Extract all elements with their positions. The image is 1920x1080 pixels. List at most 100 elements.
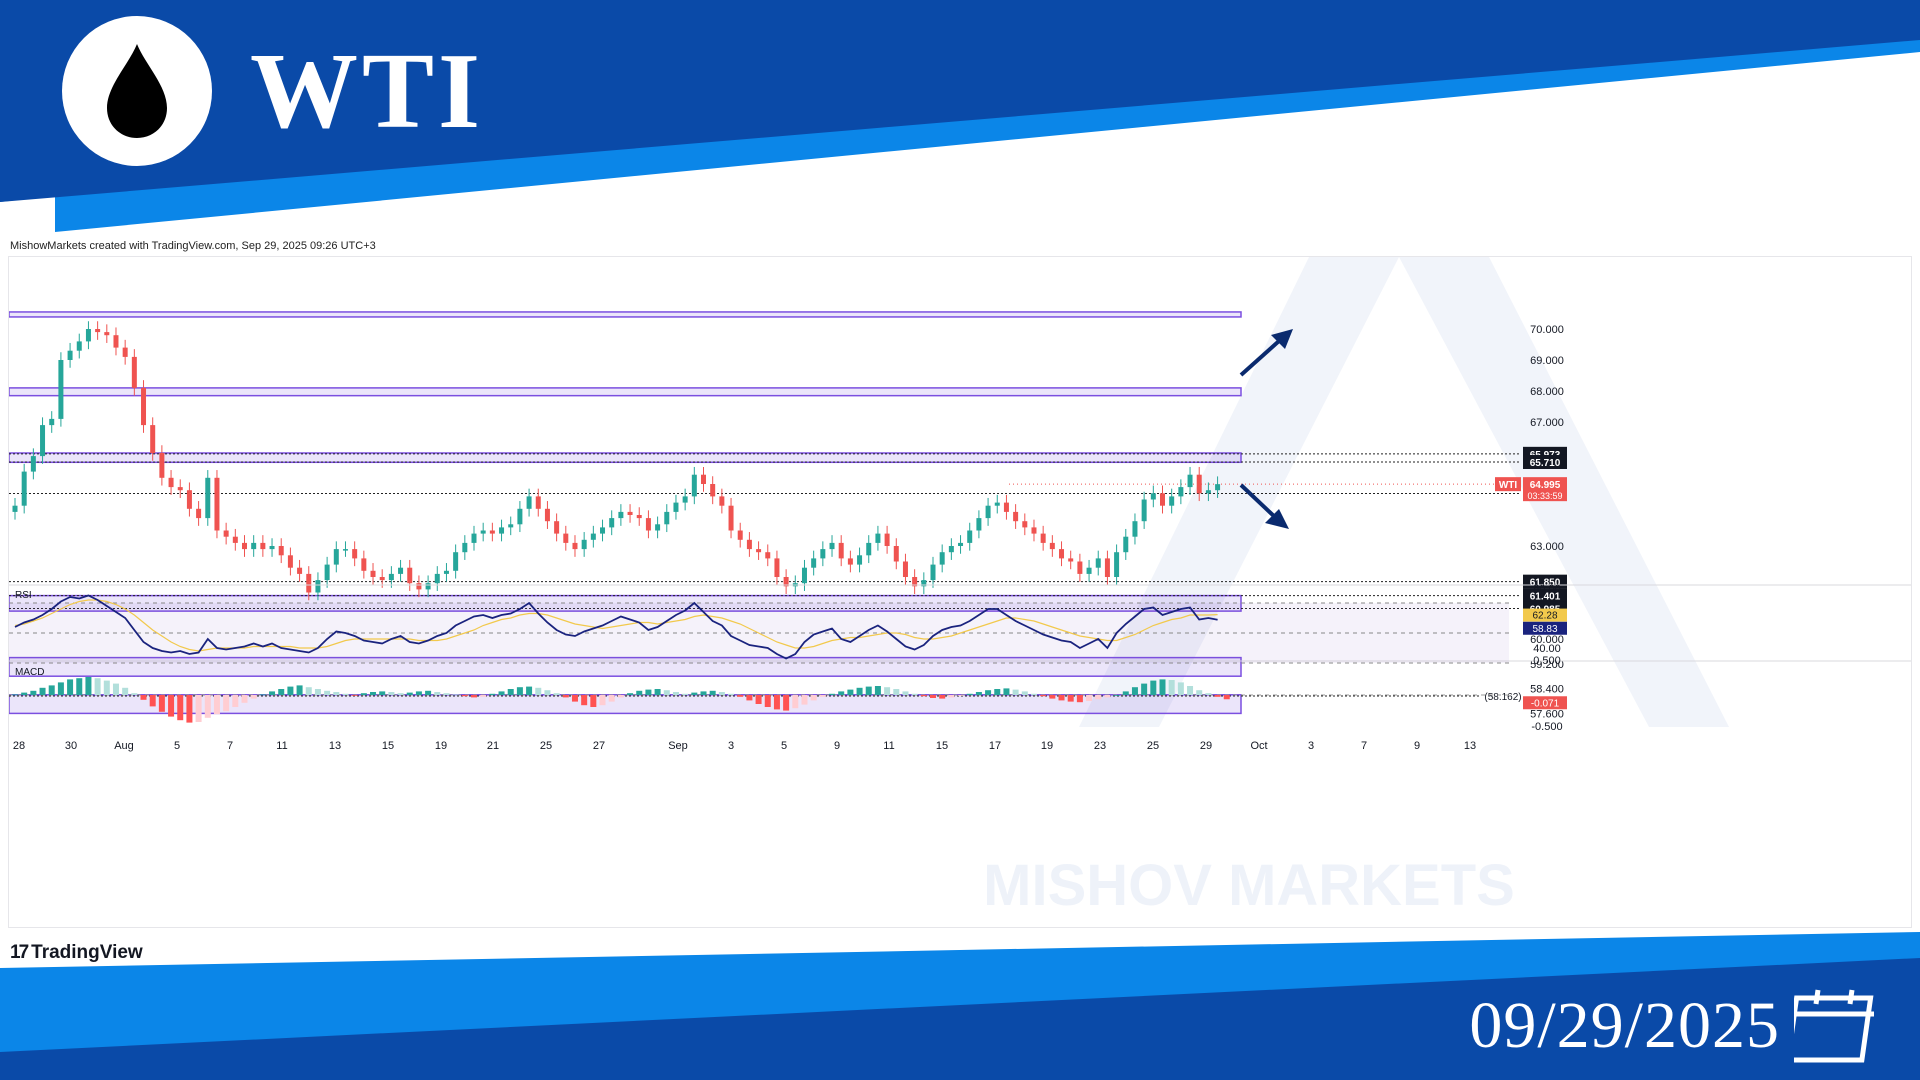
macd-hist-bar[interactable]	[975, 692, 982, 695]
candle-body[interactable]	[1114, 552, 1120, 577]
macd-hist-bar[interactable]	[461, 695, 468, 697]
candle-body[interactable]	[1031, 527, 1037, 534]
macd-hist-bar[interactable]	[608, 695, 615, 702]
macd-hist-bar[interactable]	[571, 695, 578, 702]
macd-hist-bar[interactable]	[48, 685, 55, 695]
macd-hist-bar[interactable]	[177, 695, 184, 721]
macd-hist-bar[interactable]	[838, 691, 845, 695]
macd-hist-bar[interactable]	[314, 689, 321, 695]
candle-body[interactable]	[95, 329, 101, 333]
candle-body[interactable]	[756, 549, 762, 553]
macd-hist-bar[interactable]	[1104, 695, 1111, 698]
candle-body[interactable]	[260, 542, 266, 550]
macd-hist-bar[interactable]	[204, 695, 211, 718]
macd-hist-bar[interactable]	[1205, 693, 1212, 695]
candle-body[interactable]	[462, 542, 468, 553]
macd-hist-bar[interactable]	[746, 695, 753, 701]
candle-body[interactable]	[40, 425, 46, 457]
macd-hist-bar[interactable]	[829, 693, 836, 695]
macd-hist-bar[interactable]	[305, 687, 312, 695]
candle-body[interactable]	[30, 456, 36, 472]
candle-body[interactable]	[655, 524, 661, 531]
candle-body[interactable]	[921, 580, 927, 587]
candle-body[interactable]	[21, 471, 27, 506]
candle-body[interactable]	[122, 347, 128, 357]
rsi-line[interactable]	[14, 594, 1218, 660]
macd-hist-bar[interactable]	[131, 693, 138, 695]
candle-body[interactable]	[443, 570, 449, 574]
candle-body[interactable]	[453, 552, 459, 571]
candle-body[interactable]	[1022, 521, 1028, 528]
candle-body[interactable]	[737, 530, 743, 540]
candle-body[interactable]	[205, 477, 211, 519]
resistance-zone-6[interactable]	[9, 694, 1242, 715]
candle-body[interactable]	[232, 536, 238, 543]
candle-body[interactable]	[746, 539, 752, 550]
candle-body[interactable]	[1068, 558, 1074, 562]
macd-hist-bar[interactable]	[471, 695, 477, 698]
macd-hist-bar[interactable]	[801, 695, 808, 705]
candle-body[interactable]	[636, 515, 642, 519]
candle-body[interactable]	[324, 564, 330, 581]
macd-hist-bar[interactable]	[645, 689, 652, 695]
candle-body[interactable]	[297, 567, 303, 574]
candle-body[interactable]	[590, 533, 596, 540]
macd-hist-bar[interactable]	[985, 690, 992, 695]
macd-hist-bar[interactable]	[76, 678, 83, 695]
macd-hist-bar[interactable]	[691, 692, 698, 695]
candle-body[interactable]	[866, 542, 872, 556]
macd-hist-bar[interactable]	[737, 695, 744, 697]
macd-hist-bar[interactable]	[709, 690, 716, 695]
candle-body[interactable]	[113, 335, 119, 348]
price-chart[interactable]: MISHOV MARKETS 70.000 69.000 68.000 67.000 63…	[9, 257, 1911, 927]
macd-hist-bar[interactable]	[810, 695, 817, 701]
macd-hist-bar[interactable]	[1196, 690, 1203, 695]
candle-body[interactable]	[847, 558, 853, 565]
candle-body[interactable]	[857, 555, 863, 565]
macd-hist-bar[interactable]	[1159, 679, 1166, 695]
macd-hist-bar[interactable]	[1177, 682, 1184, 695]
candle-body[interactable]	[1196, 474, 1202, 494]
candle-body[interactable]	[765, 552, 771, 559]
candle-body[interactable]	[416, 583, 422, 590]
macd-hist-bar[interactable]	[1049, 695, 1056, 699]
candle-body[interactable]	[1049, 542, 1055, 550]
candle-body[interactable]	[1205, 490, 1211, 494]
candle-body[interactable]	[1141, 499, 1147, 522]
candle-body[interactable]	[893, 546, 899, 562]
candle-body[interactable]	[499, 527, 505, 534]
macd-hist-bar[interactable]	[498, 691, 505, 695]
macd-hist-bar[interactable]	[865, 686, 872, 695]
macd-hist-bar[interactable]	[379, 691, 386, 695]
macd-hist-bar[interactable]	[553, 693, 560, 695]
candle-body[interactable]	[682, 496, 688, 503]
macd-hist-bar[interactable]	[296, 685, 303, 695]
candle-body[interactable]	[388, 573, 394, 581]
macd-hist-bar[interactable]	[847, 689, 854, 695]
macd-hist-bar[interactable]	[819, 695, 826, 697]
macd-hist-bar[interactable]	[700, 691, 707, 695]
macd-hist-bar[interactable]	[21, 692, 28, 695]
macd-hist-bar[interactable]	[856, 687, 863, 695]
candle-body[interactable]	[1123, 536, 1129, 553]
candle-body[interactable]	[131, 356, 137, 388]
macd-hist-bar[interactable]	[535, 687, 542, 695]
macd-hist-bar[interactable]	[1030, 693, 1037, 695]
candle-body[interactable]	[425, 583, 431, 590]
macd-hist-bar[interactable]	[397, 693, 404, 695]
macd-hist-bar[interactable]	[636, 690, 643, 695]
macd-hist-bar[interactable]	[562, 695, 569, 698]
macd-hist-bar[interactable]	[590, 695, 597, 707]
macd-hist-bar[interactable]	[718, 692, 725, 695]
candle-body[interactable]	[884, 533, 890, 546]
macd-hist-bar[interactable]	[663, 690, 670, 695]
candle-body[interactable]	[196, 508, 202, 519]
macd-hist-bar[interactable]	[654, 689, 661, 695]
macd-hist-bar[interactable]	[269, 691, 276, 695]
candle-body[interactable]	[948, 546, 954, 553]
macd-hist-bar[interactable]	[994, 689, 1001, 695]
candle-body[interactable]	[223, 530, 229, 537]
candle-body[interactable]	[985, 505, 991, 519]
resistance-zone-2[interactable]	[9, 387, 1242, 397]
candle-body[interactable]	[1178, 487, 1184, 497]
